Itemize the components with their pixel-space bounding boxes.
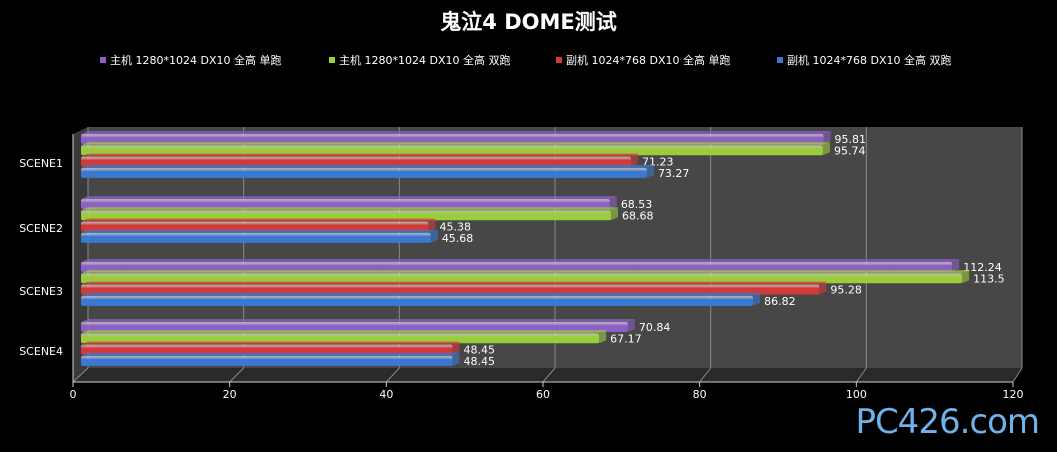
bar-top-face [81,270,970,274]
category-label: SCENE4 [19,345,63,358]
data-label: 48.45 [464,344,496,357]
bar-end-face [599,330,607,344]
gridline-floor [855,367,867,383]
bar-end-face [430,229,438,243]
bar-end-face [452,352,460,366]
x-tick-label: 40 [379,388,393,401]
bar-top-face [81,319,635,322]
category-label: SCENE1 [19,157,63,170]
bar [81,232,431,243]
bar [81,156,631,167]
gridline-floor [385,367,400,383]
plot-floor [73,368,1022,382]
category-label: SCENE2 [19,222,63,235]
bar-top-face [81,292,761,296]
legend-label: 副机 1024*768 DX10 全高 双跑 [787,53,951,67]
bar [81,344,453,355]
bar-end-face [753,292,761,306]
data-label: 48.45 [464,355,496,368]
bar [81,221,429,232]
bar-end-face [823,131,831,144]
data-label: 73.27 [658,167,690,180]
legend-swatch [100,57,106,63]
bar-top-face [81,142,830,146]
bar-top-face [81,341,460,345]
bar-top-face [81,229,438,233]
legend-label: 副机 1024*768 DX10 全高 单跑 [566,53,730,67]
bar [81,322,628,332]
legend-swatch [777,57,783,63]
bar-end-face [627,319,635,332]
bar-end-face [609,196,617,209]
x-tick-label: 60 [536,388,550,401]
data-label: 95.81 [835,133,867,146]
bar-end-face [822,142,830,156]
gridline-floor [699,367,712,383]
data-label: 113.5 [973,272,1005,285]
data-label: 45.38 [439,221,471,234]
bar [81,262,953,272]
watermark-logo: PC426.com [855,402,1040,442]
bar-end-face [819,281,827,295]
gridline-floor [1012,367,1023,383]
data-label: 68.68 [622,209,654,222]
bar-end-face [630,153,638,167]
bar [81,167,647,178]
legend-label: 主机 1280*1024 DX10 全高 双跑 [339,53,510,67]
bar-end-face [646,164,654,178]
data-label: 112.24 [963,261,1002,274]
legend-label: 主机 1280*1024 DX10 全高 单跑 [110,53,281,67]
plot-side-wall [73,127,88,382]
chart-title: 鬼泣4 DOME测试 [440,10,617,34]
data-label: 95.28 [830,284,862,297]
bar-top-face [81,259,960,262]
bar [81,134,824,144]
bar-end-face [962,270,970,284]
bar-top-face [81,281,827,285]
x-tick-label: 20 [223,388,237,401]
bar [81,210,611,221]
bar-end-face [952,259,960,272]
legend-swatch [329,57,335,63]
bar [81,355,453,366]
data-label: 45.68 [442,232,474,245]
bar-end-face [610,207,618,221]
x-tick-label: 120 [1003,388,1024,401]
bar-top-face [81,153,638,157]
category-label: SCENE3 [19,285,63,298]
bar-top-face [81,218,436,222]
bar-top-face [81,330,607,334]
legend-swatch [556,57,562,63]
gridline-floor [72,367,89,383]
x-tick-label: 0 [70,388,77,401]
bar [81,333,600,344]
bar-top-face [81,131,831,134]
data-label: 68.53 [621,198,653,211]
x-tick-label: 100 [846,388,867,401]
data-label: 95.74 [834,144,866,157]
data-label: 86.82 [764,295,796,308]
gridline-floor [229,367,245,383]
data-label: 70.84 [639,321,671,334]
bar [81,273,963,284]
bar-top-face [81,352,460,356]
bar-end-face [428,218,436,232]
bar [81,284,820,295]
x-tick-label: 80 [693,388,707,401]
bar-top-face [81,207,618,211]
data-label: 67.17 [610,332,642,345]
bar-end-face [452,341,460,355]
gridline-floor [542,367,556,383]
bar [81,199,610,209]
bar [81,295,754,306]
bar-top-face [81,164,654,168]
bar [81,145,823,156]
bar-top-face [81,196,617,199]
